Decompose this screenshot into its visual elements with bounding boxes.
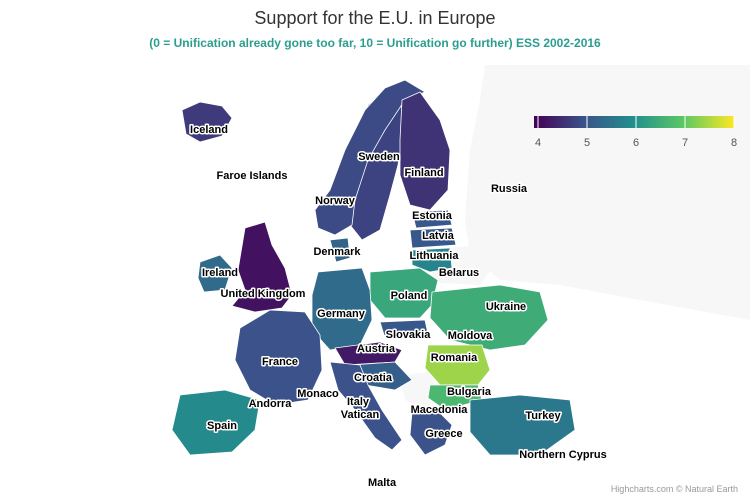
label-ireland: Ireland bbox=[202, 267, 238, 279]
country-ukraine[interactable] bbox=[429, 284, 549, 351]
label-malta: Malta bbox=[368, 477, 397, 489]
country-united-kingdom[interactable] bbox=[231, 221, 293, 313]
country-ireland[interactable] bbox=[197, 254, 233, 293]
label-bulgaria: Bulgaria bbox=[447, 386, 492, 398]
label-faroe-islands: Faroe Islands bbox=[217, 170, 288, 182]
chart-title: Support for the E.U. in Europe bbox=[254, 8, 496, 28]
legend-tick-label: 7 bbox=[682, 137, 688, 149]
label-romania: Romania bbox=[431, 352, 478, 364]
label-croatia: Croatia bbox=[354, 372, 393, 384]
country-austria[interactable] bbox=[334, 341, 403, 366]
country-italy[interactable] bbox=[329, 361, 403, 451]
country-turkey[interactable] bbox=[469, 394, 576, 456]
label-russia: Russia bbox=[491, 183, 528, 195]
country-denmark[interactable] bbox=[329, 237, 351, 263]
label-monaco: Monaco bbox=[297, 388, 339, 400]
label-slovakia: Slovakia bbox=[386, 329, 432, 341]
label-iceland: Iceland bbox=[190, 124, 228, 136]
legend-tick-label: 6 bbox=[633, 137, 639, 149]
label-italy: Italy bbox=[347, 396, 370, 408]
country-poland[interactable] bbox=[369, 267, 439, 319]
color-legend: 4 5 6 7 8 bbox=[534, 116, 737, 149]
label-ukraine: Ukraine bbox=[486, 301, 526, 313]
credits[interactable]: Highcharts.com © Natural Earth bbox=[610, 484, 738, 494]
label-finland: Finland bbox=[404, 167, 443, 179]
country-iceland[interactable] bbox=[181, 101, 233, 143]
country-romania[interactable] bbox=[424, 344, 491, 386]
country-estonia[interactable] bbox=[411, 209, 453, 229]
country-france[interactable] bbox=[234, 309, 323, 406]
label-vatican: Vatican bbox=[341, 409, 380, 421]
legend-tick-label: 4 bbox=[535, 137, 541, 149]
country-spain[interactable] bbox=[171, 389, 261, 456]
label-germany: Germany bbox=[317, 308, 366, 320]
label-northern-cyprus: Northern Cyprus bbox=[519, 449, 606, 461]
label-denmark: Denmark bbox=[313, 246, 361, 258]
country-bulgaria[interactable] bbox=[427, 384, 483, 411]
label-turkey: Turkey bbox=[525, 410, 561, 422]
label-belarus: Belarus bbox=[439, 267, 479, 279]
label-lithuania: Lithuania bbox=[410, 250, 460, 262]
country-lithuania[interactable] bbox=[411, 247, 453, 273]
label-united-kingdom: United Kingdom bbox=[221, 288, 306, 300]
country-latvia[interactable] bbox=[409, 227, 457, 249]
label-macedonia: Macedonia bbox=[411, 404, 469, 416]
country-norway[interactable] bbox=[314, 79, 426, 236]
country-slovakia[interactable] bbox=[379, 319, 429, 339]
country-finland[interactable] bbox=[399, 91, 451, 211]
label-moldova: Moldova bbox=[448, 330, 493, 342]
label-spain: Spain bbox=[207, 420, 237, 432]
label-austria: Austria bbox=[357, 343, 396, 355]
chart-subtitle: (0 = Unification already gone too far, 1… bbox=[149, 36, 601, 50]
label-latvia: Latvia bbox=[422, 230, 455, 242]
label-greece: Greece bbox=[425, 428, 462, 440]
label-norway: Norway bbox=[315, 195, 356, 207]
legend-gradient-bar bbox=[534, 116, 734, 128]
label-andorra: Andorra bbox=[249, 398, 293, 410]
legend-tick-label: 5 bbox=[584, 137, 590, 149]
label-poland: Poland bbox=[391, 290, 428, 302]
country-greece[interactable] bbox=[409, 407, 453, 456]
label-sweden: Sweden bbox=[358, 151, 400, 163]
label-estonia: Estonia bbox=[412, 210, 453, 222]
russia-region[interactable] bbox=[465, 65, 750, 320]
legend-tick-label: 8 bbox=[731, 137, 737, 149]
label-france: France bbox=[262, 356, 298, 368]
